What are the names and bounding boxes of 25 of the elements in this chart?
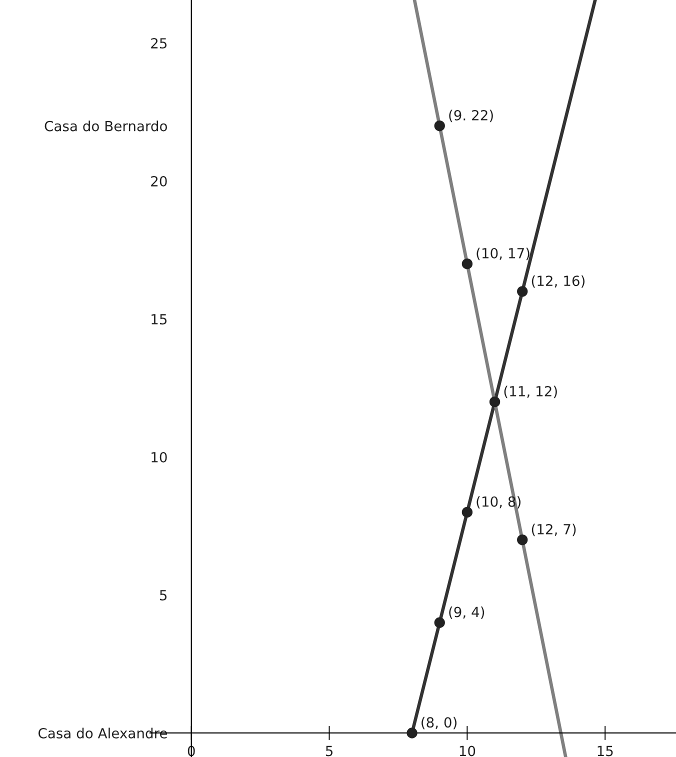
x-tick-label: 10	[460, 746, 476, 756]
point	[406, 728, 418, 738]
data-label: (9. 22)	[449, 110, 493, 122]
data-label: (9, 4)	[449, 606, 484, 619]
y-tick-label: 20	[151, 176, 167, 187]
y-tick-label: 10	[152, 452, 167, 462]
point	[489, 396, 500, 408]
point	[517, 286, 528, 297]
point	[462, 506, 473, 518]
point	[517, 534, 528, 546]
y-tick-label: Casa do Alexandre	[38, 728, 168, 738]
y-tick-label: 15	[152, 314, 167, 324]
data-label: (8, 0)	[422, 716, 457, 730]
data-label: (10, 17)	[476, 248, 530, 260]
data-label: (12, 7)	[532, 524, 576, 536]
y-tick-label: Casa do Bernardo	[44, 120, 167, 132]
y-tick-label: 5	[160, 590, 167, 600]
point	[434, 617, 445, 628]
point	[462, 258, 473, 270]
y-tick-label: 25	[151, 38, 167, 49]
data-label: (12, 16)	[532, 275, 585, 288]
point	[434, 120, 445, 132]
data-label: (11, 12)	[504, 386, 557, 398]
x-tick-label: 15	[598, 746, 613, 756]
x-tick-label: 5	[326, 746, 332, 756]
